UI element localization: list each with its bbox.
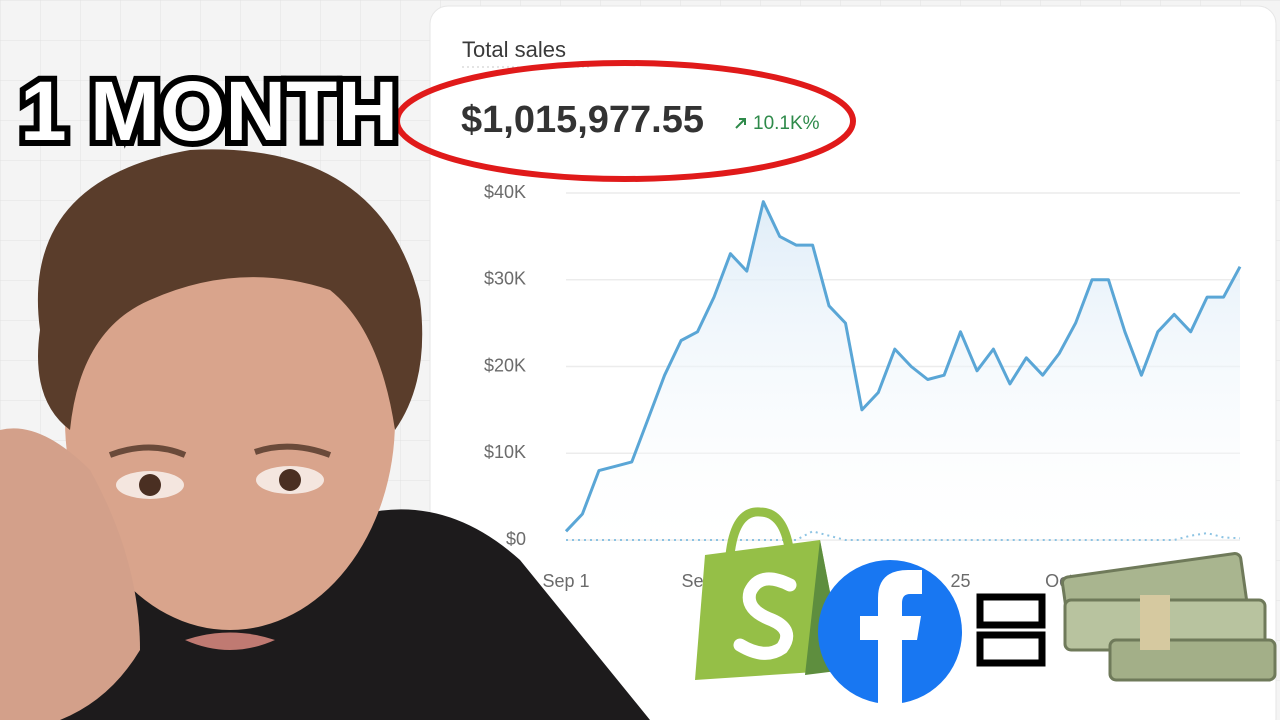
y-tick-label: $20K (484, 355, 526, 375)
equals-sign (976, 593, 1046, 667)
x-tick-label: 25 (951, 571, 971, 591)
sales-line (566, 530, 1241, 541)
y-tick-label: $10K (484, 442, 526, 462)
chart-title: Total sales (462, 37, 566, 62)
facebook-logo (818, 560, 962, 705)
area (566, 201, 1240, 540)
up-arrow (735, 118, 746, 129)
y-tick-label: $40K (484, 182, 526, 202)
sales-line (564, 200, 1242, 533)
x-tick-label: Sep 1 (542, 571, 589, 591)
highlight-circle (394, 60, 856, 182)
change-value: 10.1K% (753, 113, 820, 134)
total-value: $1,015,977.55 (461, 99, 704, 141)
person-photo (0, 149, 650, 720)
y-tick-label: $30K (484, 269, 526, 289)
money-stack (1060, 552, 1277, 682)
overlay-text: 1 MONTH (20, 64, 398, 158)
y-tick-label: $0 (506, 529, 526, 549)
